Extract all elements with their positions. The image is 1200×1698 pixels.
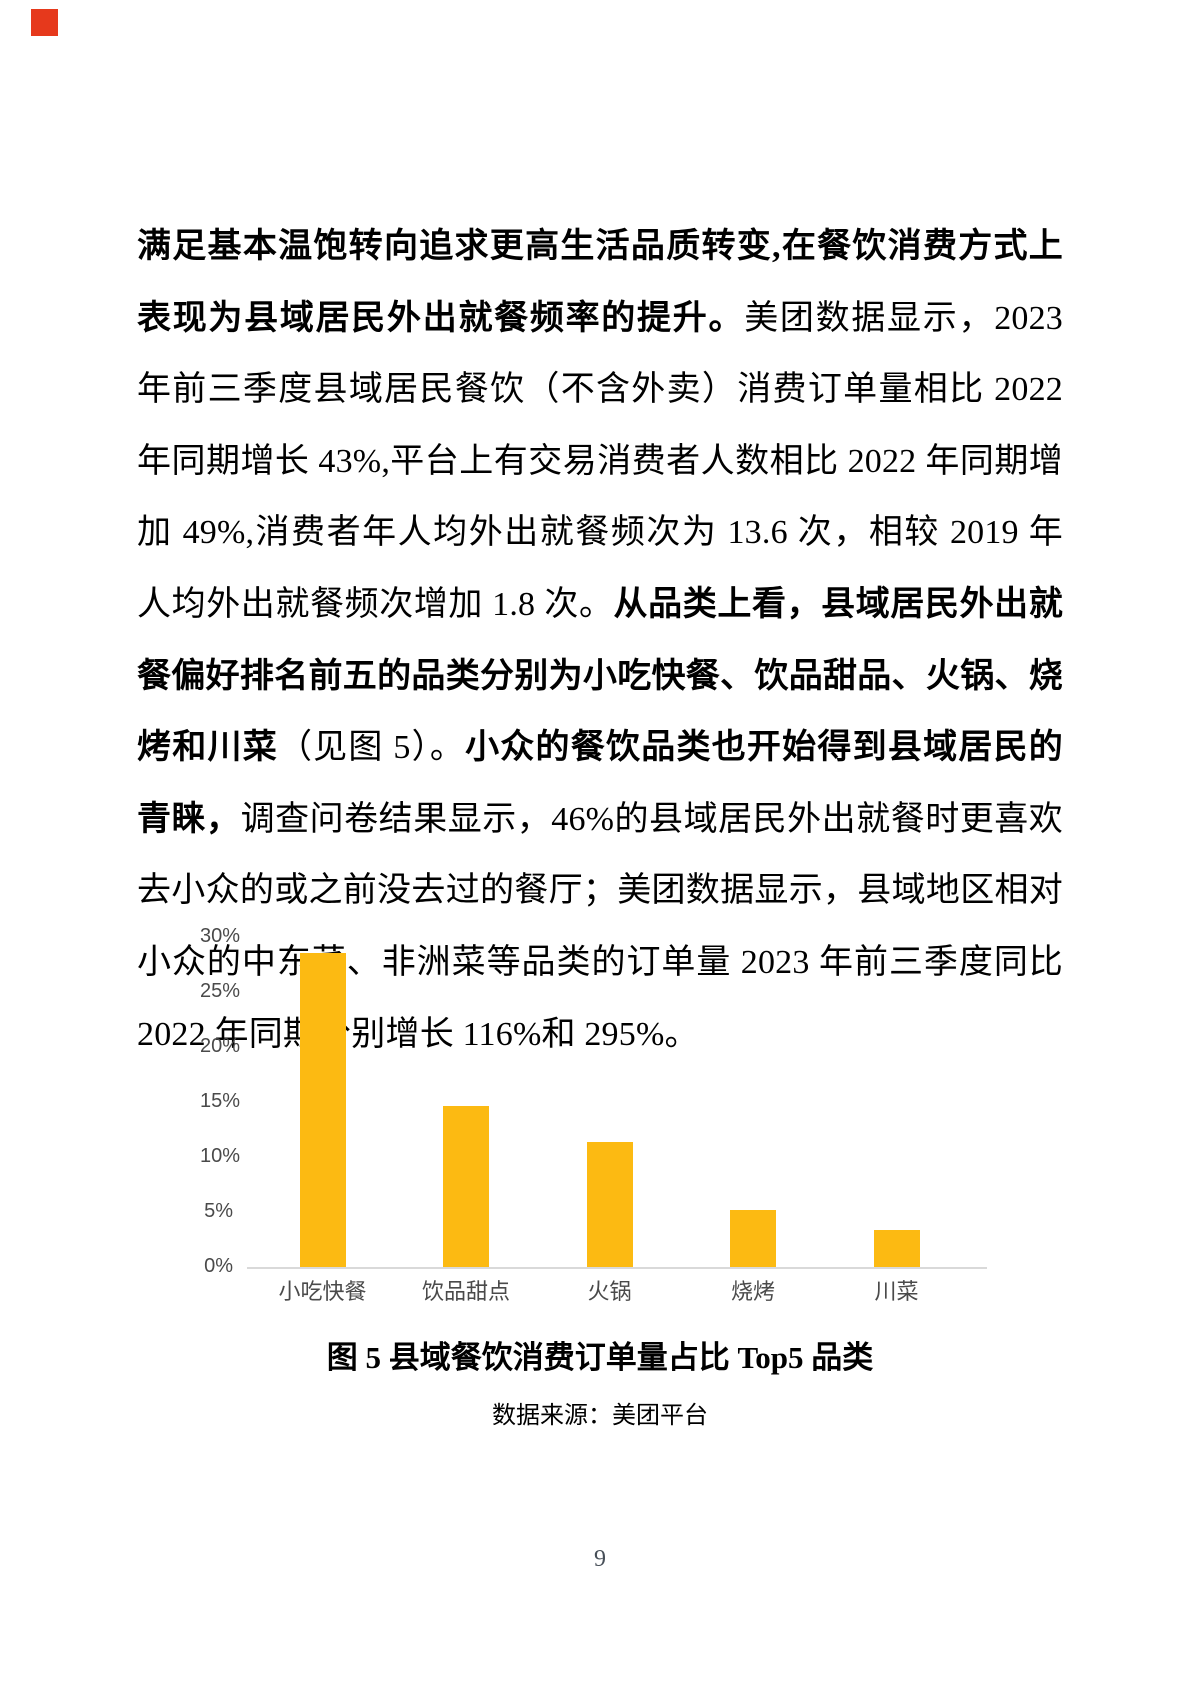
bold-text-segment: 满足基本温饱转向追求更高生活品质转变,在餐饮消费方式上表现为县域居民外出就餐频率… (137, 228, 1063, 337)
x-axis-category-label: 饮品甜点 (421, 1279, 510, 1304)
bar-chart: 30% 25% 20% 15% 10% 5% 0% 小吃快餐 饮品甜点 火锅 烧烤 川菜 (200, 925, 1010, 1325)
x-axis-category-label: 烧烤 (730, 1279, 775, 1304)
text-segment: 调查问卷结果显示，46%的县域居民外出就餐时更喜欢去小众的或之前没去过的餐厅；美… (137, 800, 1063, 1053)
chart-bar (443, 1106, 489, 1267)
text-segment: 美团数据显示，2023 年前三季度县域居民餐饮（不含外卖）消费订单量相比 202… (137, 299, 1064, 623)
x-axis-line (247, 1267, 987, 1269)
chart-bar (730, 1210, 776, 1267)
text-segment: （见图 5）。 (277, 729, 466, 767)
chart-bar (586, 1142, 633, 1267)
chart-bar (299, 953, 346, 1267)
page-number: 9 (594, 1546, 606, 1572)
y-axis-tick-label: 25% (200, 980, 241, 1002)
data-source-note: 数据来源：美团平台 (492, 1403, 708, 1429)
figure-caption: 图 5 县域餐饮消费订单量占比 Top5 品类 (326, 1340, 874, 1375)
chart-bar (873, 1230, 920, 1267)
y-axis-tick-label: 5% (204, 1200, 233, 1222)
red-square-marker (31, 9, 58, 36)
y-axis-tick-label: 20% (200, 1035, 241, 1057)
y-axis-tick-label: 30% (200, 925, 241, 947)
y-axis-tick-label: 10% (200, 1145, 241, 1167)
y-axis-tick-label: 15% (200, 1090, 241, 1112)
body-paragraph: 满足基本温饱转向追求更高生活品质转变,在餐饮消费方式上表现为县域居民外出就餐频率… (137, 211, 1063, 1070)
x-axis-category-label: 火锅 (587, 1279, 632, 1304)
bold-text-segment: 小众的餐饮品类也开始得到县域居民的青睐， (137, 729, 1063, 838)
bold-text-segment: 从品类上看，县域居民外出就餐偏好排名前五的品类分别为小吃快餐、饮品甜品、火锅、烧… (137, 585, 1063, 767)
x-axis-category-label: 川菜 (874, 1279, 919, 1304)
x-axis-category-label: 小吃快餐 (278, 1279, 367, 1304)
y-axis-tick-label: 0% (204, 1255, 233, 1277)
